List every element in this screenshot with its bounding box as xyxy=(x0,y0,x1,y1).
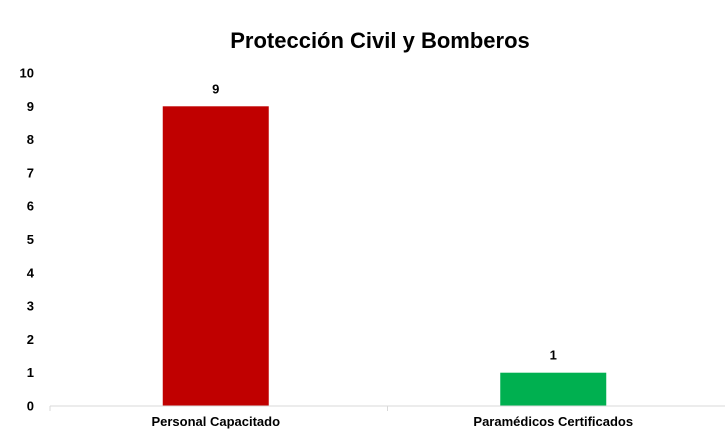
y-tick-label: 8 xyxy=(27,132,34,147)
y-tick-label: 3 xyxy=(27,299,34,314)
data-label: 9 xyxy=(212,81,219,96)
y-tick-label: 10 xyxy=(20,66,34,81)
y-tick-label: 9 xyxy=(27,99,34,114)
data-label: 1 xyxy=(550,348,557,363)
y-tick-label: 6 xyxy=(27,199,34,214)
x-category-label: Personal Capacitado xyxy=(151,414,280,429)
bar-2 xyxy=(500,372,607,406)
y-tick-label: 0 xyxy=(27,399,34,414)
x-category-label: Paramédicos Certificados xyxy=(473,414,633,429)
y-tick-label: 7 xyxy=(27,165,34,180)
bar-series: 91 xyxy=(162,81,607,407)
bar-1 xyxy=(162,106,269,407)
y-tick-label: 1 xyxy=(27,365,34,380)
y-tick-label: 4 xyxy=(27,265,35,280)
x-axis: Personal Capacitado Paramédicos Certifica… xyxy=(49,405,725,429)
y-axis: 0 1 2 3 4 5 6 7 8 9 10 xyxy=(20,66,35,414)
y-tick-label: 2 xyxy=(27,332,34,347)
chart-title: Protección Civil y Bomberos xyxy=(230,28,530,53)
y-tick-label: 5 xyxy=(27,232,34,247)
